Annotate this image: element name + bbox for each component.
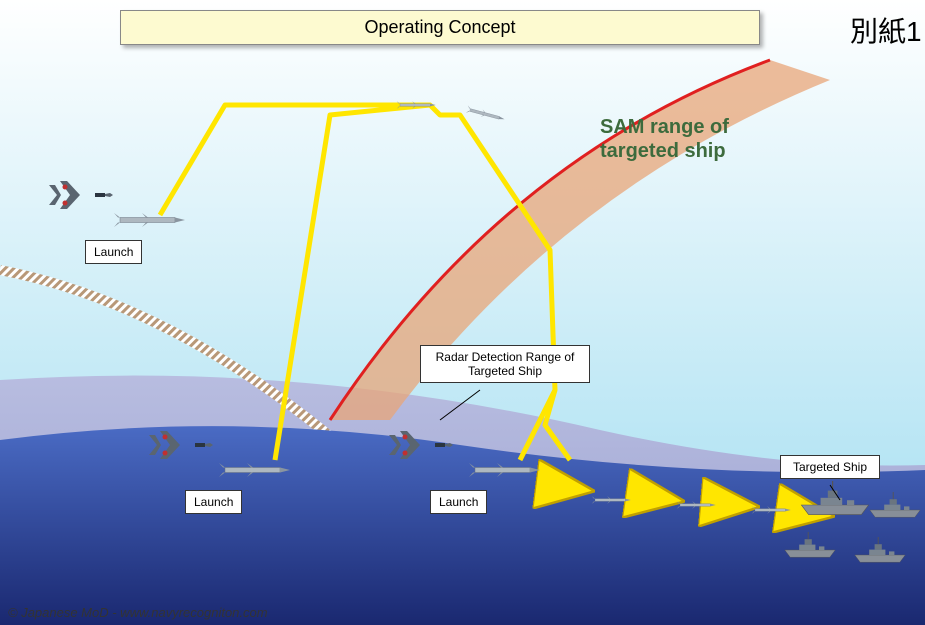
corner-label: 別紙1	[850, 10, 922, 50]
diagram-svg	[0, 0, 925, 625]
launch-label-1: Launch	[185, 490, 242, 514]
title-bar: Operating Concept	[120, 10, 760, 45]
launch-label-2: Launch	[430, 490, 487, 514]
diagram-canvas: Operating Concept 別紙1 SAM range oftarget…	[0, 0, 925, 625]
targeted-ship-label: Targeted Ship	[780, 455, 880, 479]
copyright-text: © Japanese MoD - www.navyrecogniton.com	[8, 605, 268, 620]
title-text: Operating Concept	[364, 17, 515, 37]
radar-range-label: Radar Detection Range ofTargeted Ship	[420, 345, 590, 383]
sam-range-label: SAM range oftargeted ship	[600, 115, 729, 163]
launch-label-0: Launch	[85, 240, 142, 264]
